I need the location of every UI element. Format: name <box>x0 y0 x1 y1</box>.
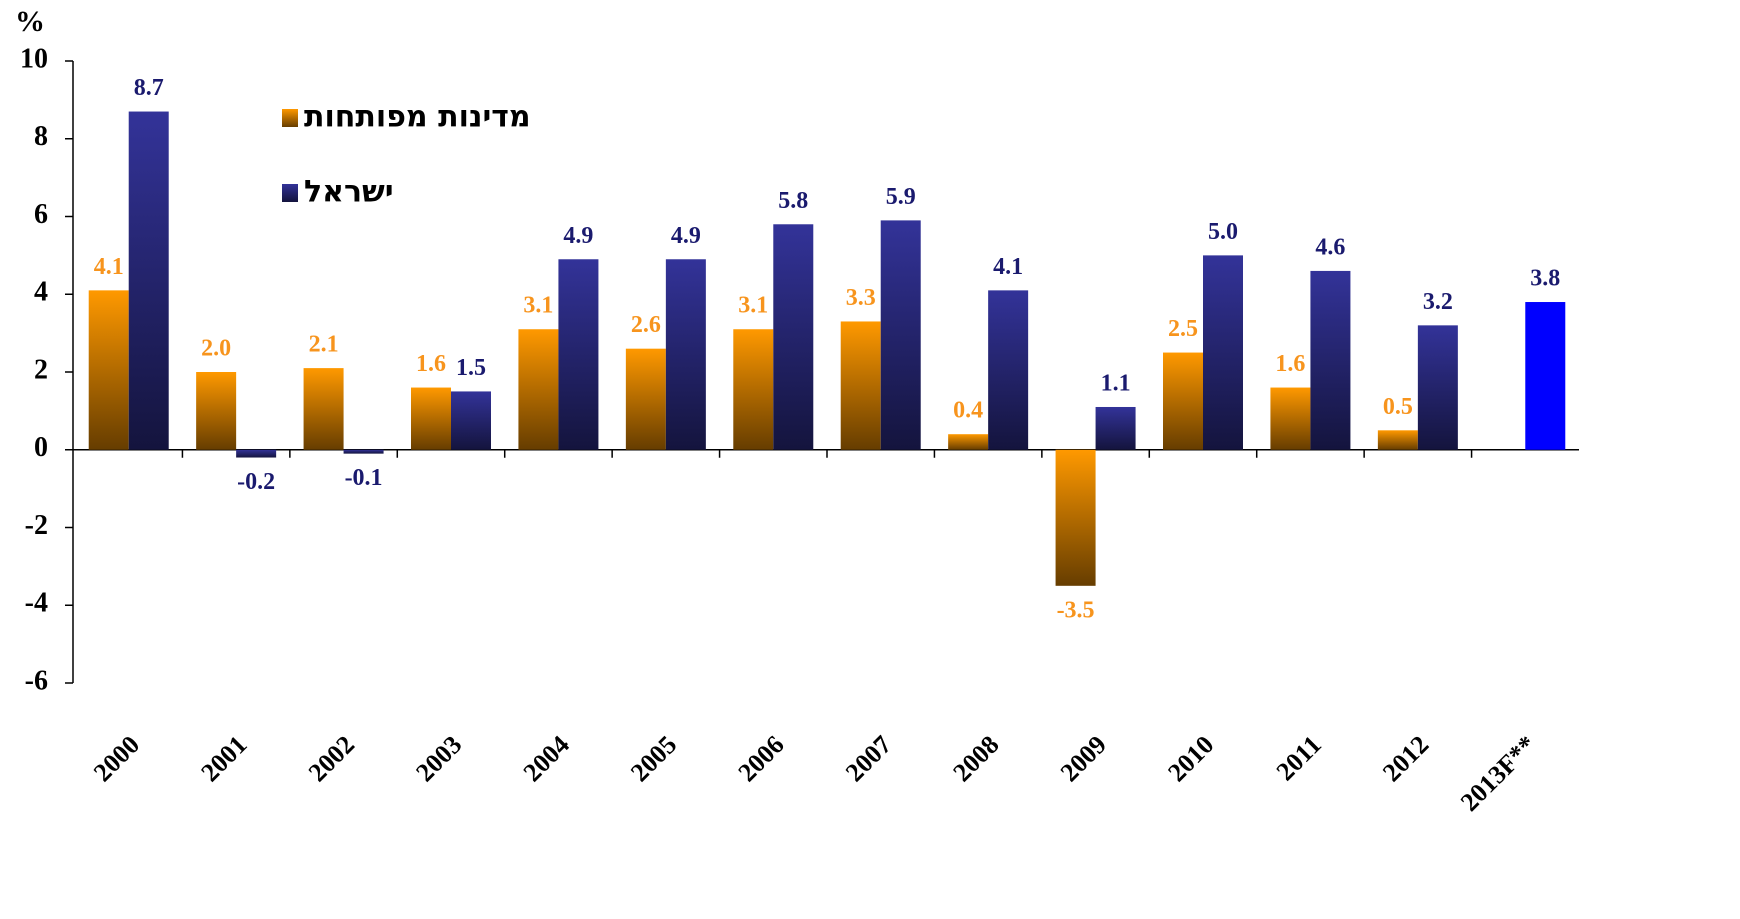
bar <box>451 391 491 450</box>
data-label: 3.2 <box>1423 289 1453 315</box>
data-label: 1.1 <box>1101 370 1131 396</box>
legend-swatch <box>282 109 298 127</box>
bar <box>773 224 814 450</box>
data-label: 2.6 <box>631 312 661 338</box>
unit-label: % <box>15 5 45 38</box>
y-tick-label: 4 <box>34 277 48 308</box>
data-label: 5.0 <box>1208 219 1238 245</box>
x-tick-label: 2008 <box>947 730 1004 787</box>
data-label: 0.5 <box>1383 394 1413 420</box>
data-label: 3.1 <box>523 293 553 319</box>
bar <box>1203 255 1243 450</box>
bar <box>1377 430 1418 450</box>
legend-label: ישראל <box>304 175 394 210</box>
data-label: -0.2 <box>237 469 275 495</box>
bar <box>988 290 1029 450</box>
y-tick-label: 6 <box>34 199 48 230</box>
data-label: 2.1 <box>309 332 339 358</box>
bar <box>518 329 559 450</box>
data-label: 2.5 <box>1168 316 1198 342</box>
data-label: -0.1 <box>345 465 383 491</box>
data-label: 4.9 <box>563 223 593 249</box>
y-tick-label: 0 <box>34 432 48 463</box>
data-label: 1.6 <box>1275 351 1305 377</box>
data-label: 4.1 <box>94 254 124 280</box>
legend-swatch <box>282 184 298 202</box>
data-label: 2.0 <box>201 336 231 362</box>
data-label: 5.9 <box>886 184 916 210</box>
data-label: 3.1 <box>738 293 768 319</box>
data-label: 0.4 <box>953 398 983 424</box>
bar <box>880 220 921 450</box>
legend-label: מדינות מפותחות <box>304 100 531 135</box>
data-label: 4.9 <box>671 223 701 249</box>
bar <box>665 259 706 450</box>
data-label: 3.8 <box>1530 266 1560 292</box>
x-tick-label: 2000 <box>88 730 145 787</box>
data-label: -3.5 <box>1057 597 1095 623</box>
y-tick-label: 2 <box>34 354 48 385</box>
bar <box>1270 387 1311 450</box>
bar <box>558 259 599 450</box>
bar <box>343 449 384 454</box>
bar <box>1417 325 1458 450</box>
x-tick-label: 2011 <box>1271 730 1327 786</box>
x-tick-label: 2004 <box>518 730 575 787</box>
bar <box>236 449 277 458</box>
data-label: 4.1 <box>993 254 1023 280</box>
data-label: 4.6 <box>1315 234 1345 260</box>
bar <box>1095 406 1136 450</box>
data-label: 3.3 <box>846 285 876 311</box>
bar <box>196 372 237 450</box>
y-tick-label: 10 <box>20 43 48 74</box>
y-tick-label: -4 <box>25 588 48 619</box>
x-tick-label: 2003 <box>410 730 467 787</box>
bar <box>625 348 666 450</box>
y-tick-label: 8 <box>34 121 48 152</box>
x-tick-label: 2001 <box>195 730 252 787</box>
bar <box>88 290 129 450</box>
bar <box>1310 270 1351 450</box>
bar <box>840 321 881 450</box>
x-tick-label: 2010 <box>1162 730 1219 787</box>
x-tick-label: 2012 <box>1377 730 1434 787</box>
y-tick-label: -6 <box>25 665 48 696</box>
x-tick-label: 2005 <box>625 730 682 787</box>
data-label: 1.5 <box>456 355 486 381</box>
bar <box>948 434 989 450</box>
x-tick-label: 2013F** <box>1455 730 1542 817</box>
data-label: 5.8 <box>778 188 808 214</box>
bar <box>1163 352 1203 450</box>
bar <box>1055 449 1096 586</box>
x-tick-label: 2006 <box>732 730 789 787</box>
y-tick-label: -2 <box>25 510 48 541</box>
x-tick-label: 2009 <box>1055 730 1112 787</box>
x-tick-label: 2007 <box>840 730 897 787</box>
bar <box>303 368 344 450</box>
bar <box>411 387 451 450</box>
bar <box>128 111 169 450</box>
data-label: 1.6 <box>416 351 446 377</box>
bar <box>1525 302 1566 450</box>
bar <box>733 329 774 450</box>
data-label: 8.7 <box>134 75 164 101</box>
x-tick-label: 2002 <box>303 730 360 787</box>
